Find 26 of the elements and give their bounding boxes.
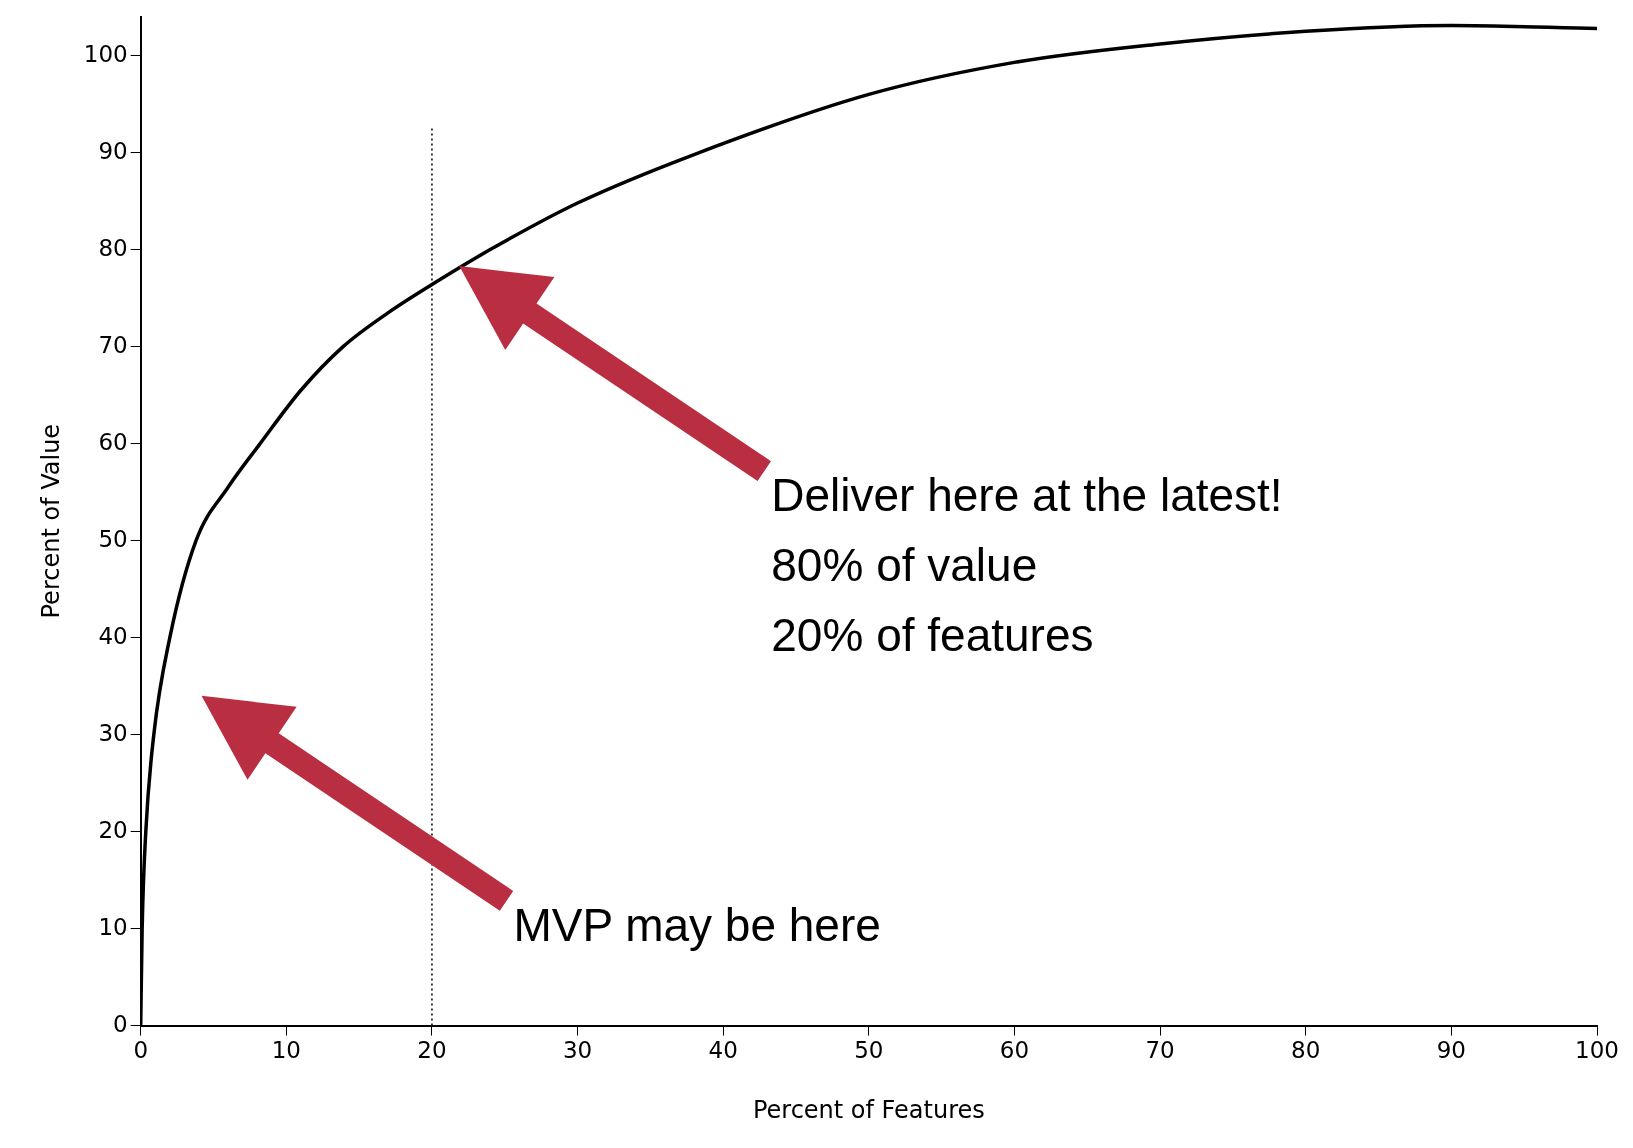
y-tick-label: 30: [98, 719, 128, 746]
annotation: MVP may be here: [513, 898, 881, 951]
y-tick-label: 70: [98, 331, 128, 358]
x-tick-label: 70: [1145, 1037, 1175, 1064]
x-tick-label: 20: [417, 1037, 447, 1064]
x-tick-label: 80: [1291, 1037, 1321, 1064]
y-tick-label: 60: [98, 428, 128, 455]
x-tick-label: 30: [562, 1037, 593, 1064]
x-tick-label: 60: [999, 1037, 1030, 1064]
y-tick-label: 40: [98, 622, 128, 649]
x-tick-label: 10: [271, 1037, 301, 1064]
y-tick-label: 80: [98, 234, 128, 261]
y-tick-label: 50: [98, 525, 128, 552]
x-tick-label: 40: [708, 1037, 738, 1064]
y-tick-label: 20: [98, 816, 128, 843]
x-tick-label: 50: [854, 1037, 884, 1064]
y-tick-label: 100: [83, 40, 128, 67]
y-axis-title: Percent of Value: [36, 423, 65, 619]
x-axis-title: Percent of Features: [752, 1095, 985, 1124]
x-tick-label: 0: [133, 1037, 149, 1064]
y-tick-label: 90: [98, 137, 128, 164]
y-tick-label: 10: [98, 913, 128, 940]
y-tick-label: 0: [113, 1010, 128, 1037]
x-tick-label: 100: [1575, 1037, 1619, 1064]
x-tick-label: 90: [1436, 1037, 1467, 1064]
annotation: Deliver here at the latest! 80% of value 20% of features: [771, 469, 1283, 662]
